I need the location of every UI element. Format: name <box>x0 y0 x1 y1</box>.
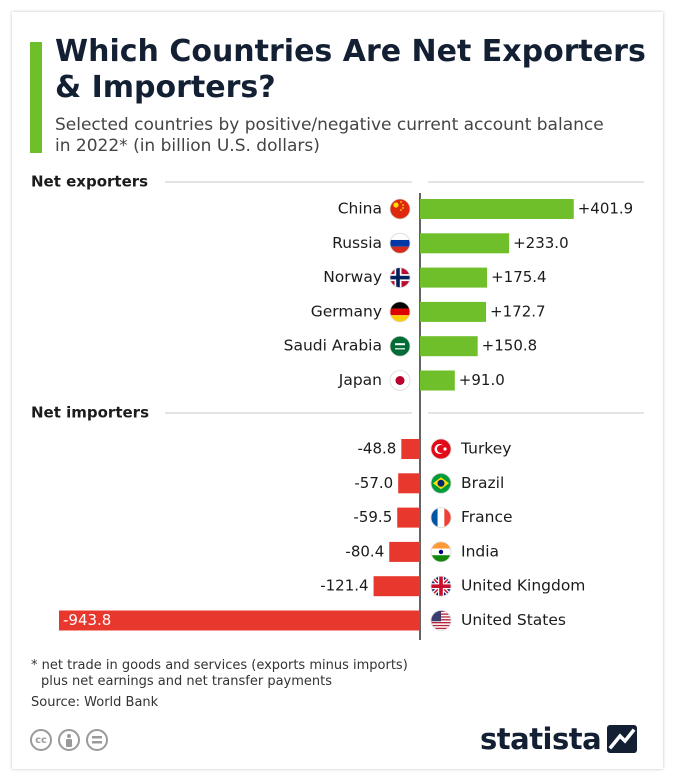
france-flag-icon <box>430 507 452 528</box>
footnote: * net trade in goods and services (expor… <box>31 658 631 690</box>
value-label-russia: +233.0 <box>513 234 569 252</box>
bar-brazil <box>398 473 420 494</box>
country-label-india: India <box>461 542 499 560</box>
subtitle: Selected countries by positive/negative … <box>55 115 604 156</box>
value-label-turkey: -48.8 <box>358 440 397 458</box>
bar-norway <box>420 267 488 288</box>
country-label-norway: Norway <box>323 268 382 286</box>
value-label-france: -59.5 <box>353 508 392 526</box>
value-label-united-states: -943.8 <box>63 611 111 629</box>
bar-united-kingdom <box>373 576 420 597</box>
bar-turkey <box>401 439 420 459</box>
bar-japan <box>420 370 455 391</box>
country-label-saudi-arabia: Saudi Arabia <box>284 337 382 355</box>
japan-flag-icon <box>389 370 411 391</box>
country-label-russia: Russia <box>332 234 382 252</box>
turkey-flag-icon <box>430 438 452 460</box>
country-label-china: China <box>338 200 382 218</box>
bar-saudi-arabia <box>420 336 478 357</box>
country-label-turkey: Turkey <box>460 440 511 458</box>
bar-russia <box>420 233 510 254</box>
china-flag-icon <box>389 198 411 220</box>
cc-icon[interactable]: cc <box>30 729 52 751</box>
norway-flag-icon <box>389 267 411 289</box>
country-label-japan: Japan <box>338 371 382 389</box>
bar-india <box>389 541 420 562</box>
india-flag-icon <box>430 541 452 563</box>
bar-germany <box>420 301 487 322</box>
russia-flag-icon <box>389 232 411 254</box>
footnote-line-2: plus net earnings and net transfer payme… <box>41 674 333 689</box>
saudi-arabia-flag-icon <box>389 335 411 357</box>
bar-china <box>420 199 574 219</box>
section-label-exporters: Net exporters <box>31 173 148 191</box>
section-label-importers: Net importers <box>31 404 149 422</box>
brand-name: statista <box>480 722 602 756</box>
country-label-france: France <box>461 508 513 526</box>
statista-logo[interactable]: statista <box>480 722 638 756</box>
united-kingdom-flag-icon <box>430 575 452 597</box>
accent-bar <box>30 42 42 153</box>
brazil-flag-icon <box>430 472 452 494</box>
value-label-japan: +91.0 <box>459 371 505 389</box>
value-label-united-kingdom: -121.4 <box>320 577 368 595</box>
value-label-germany: +172.7 <box>490 302 546 320</box>
person-icon[interactable] <box>58 729 80 751</box>
value-label-china: +401.9 <box>578 200 634 218</box>
country-label-united-kingdom: United Kingdom <box>461 577 585 595</box>
equals-icon[interactable] <box>86 729 108 751</box>
statista-logo-icon <box>607 725 638 753</box>
bar-united-states <box>58 610 421 631</box>
license-icons: cc <box>30 729 108 751</box>
country-label-brazil: Brazil <box>461 474 504 492</box>
germany-flag-icon <box>389 301 411 323</box>
value-label-saudi-arabia: +150.8 <box>482 337 538 355</box>
bar-france <box>397 507 420 528</box>
infographic-card <box>12 12 663 769</box>
united-states-flag-icon <box>430 610 452 631</box>
page-title: Which Countries Are Net Exporters & Impo… <box>55 34 646 105</box>
value-label-brazil: -57.0 <box>354 474 393 492</box>
value-label-norway: +175.4 <box>491 268 547 286</box>
source: Source: World Bank <box>31 695 159 710</box>
footnote-line-1: * net trade in goods and services (expor… <box>31 658 408 673</box>
country-label-germany: Germany <box>311 302 382 320</box>
country-label-united-states: United States <box>461 611 566 629</box>
value-label-india: -80.4 <box>345 542 384 560</box>
